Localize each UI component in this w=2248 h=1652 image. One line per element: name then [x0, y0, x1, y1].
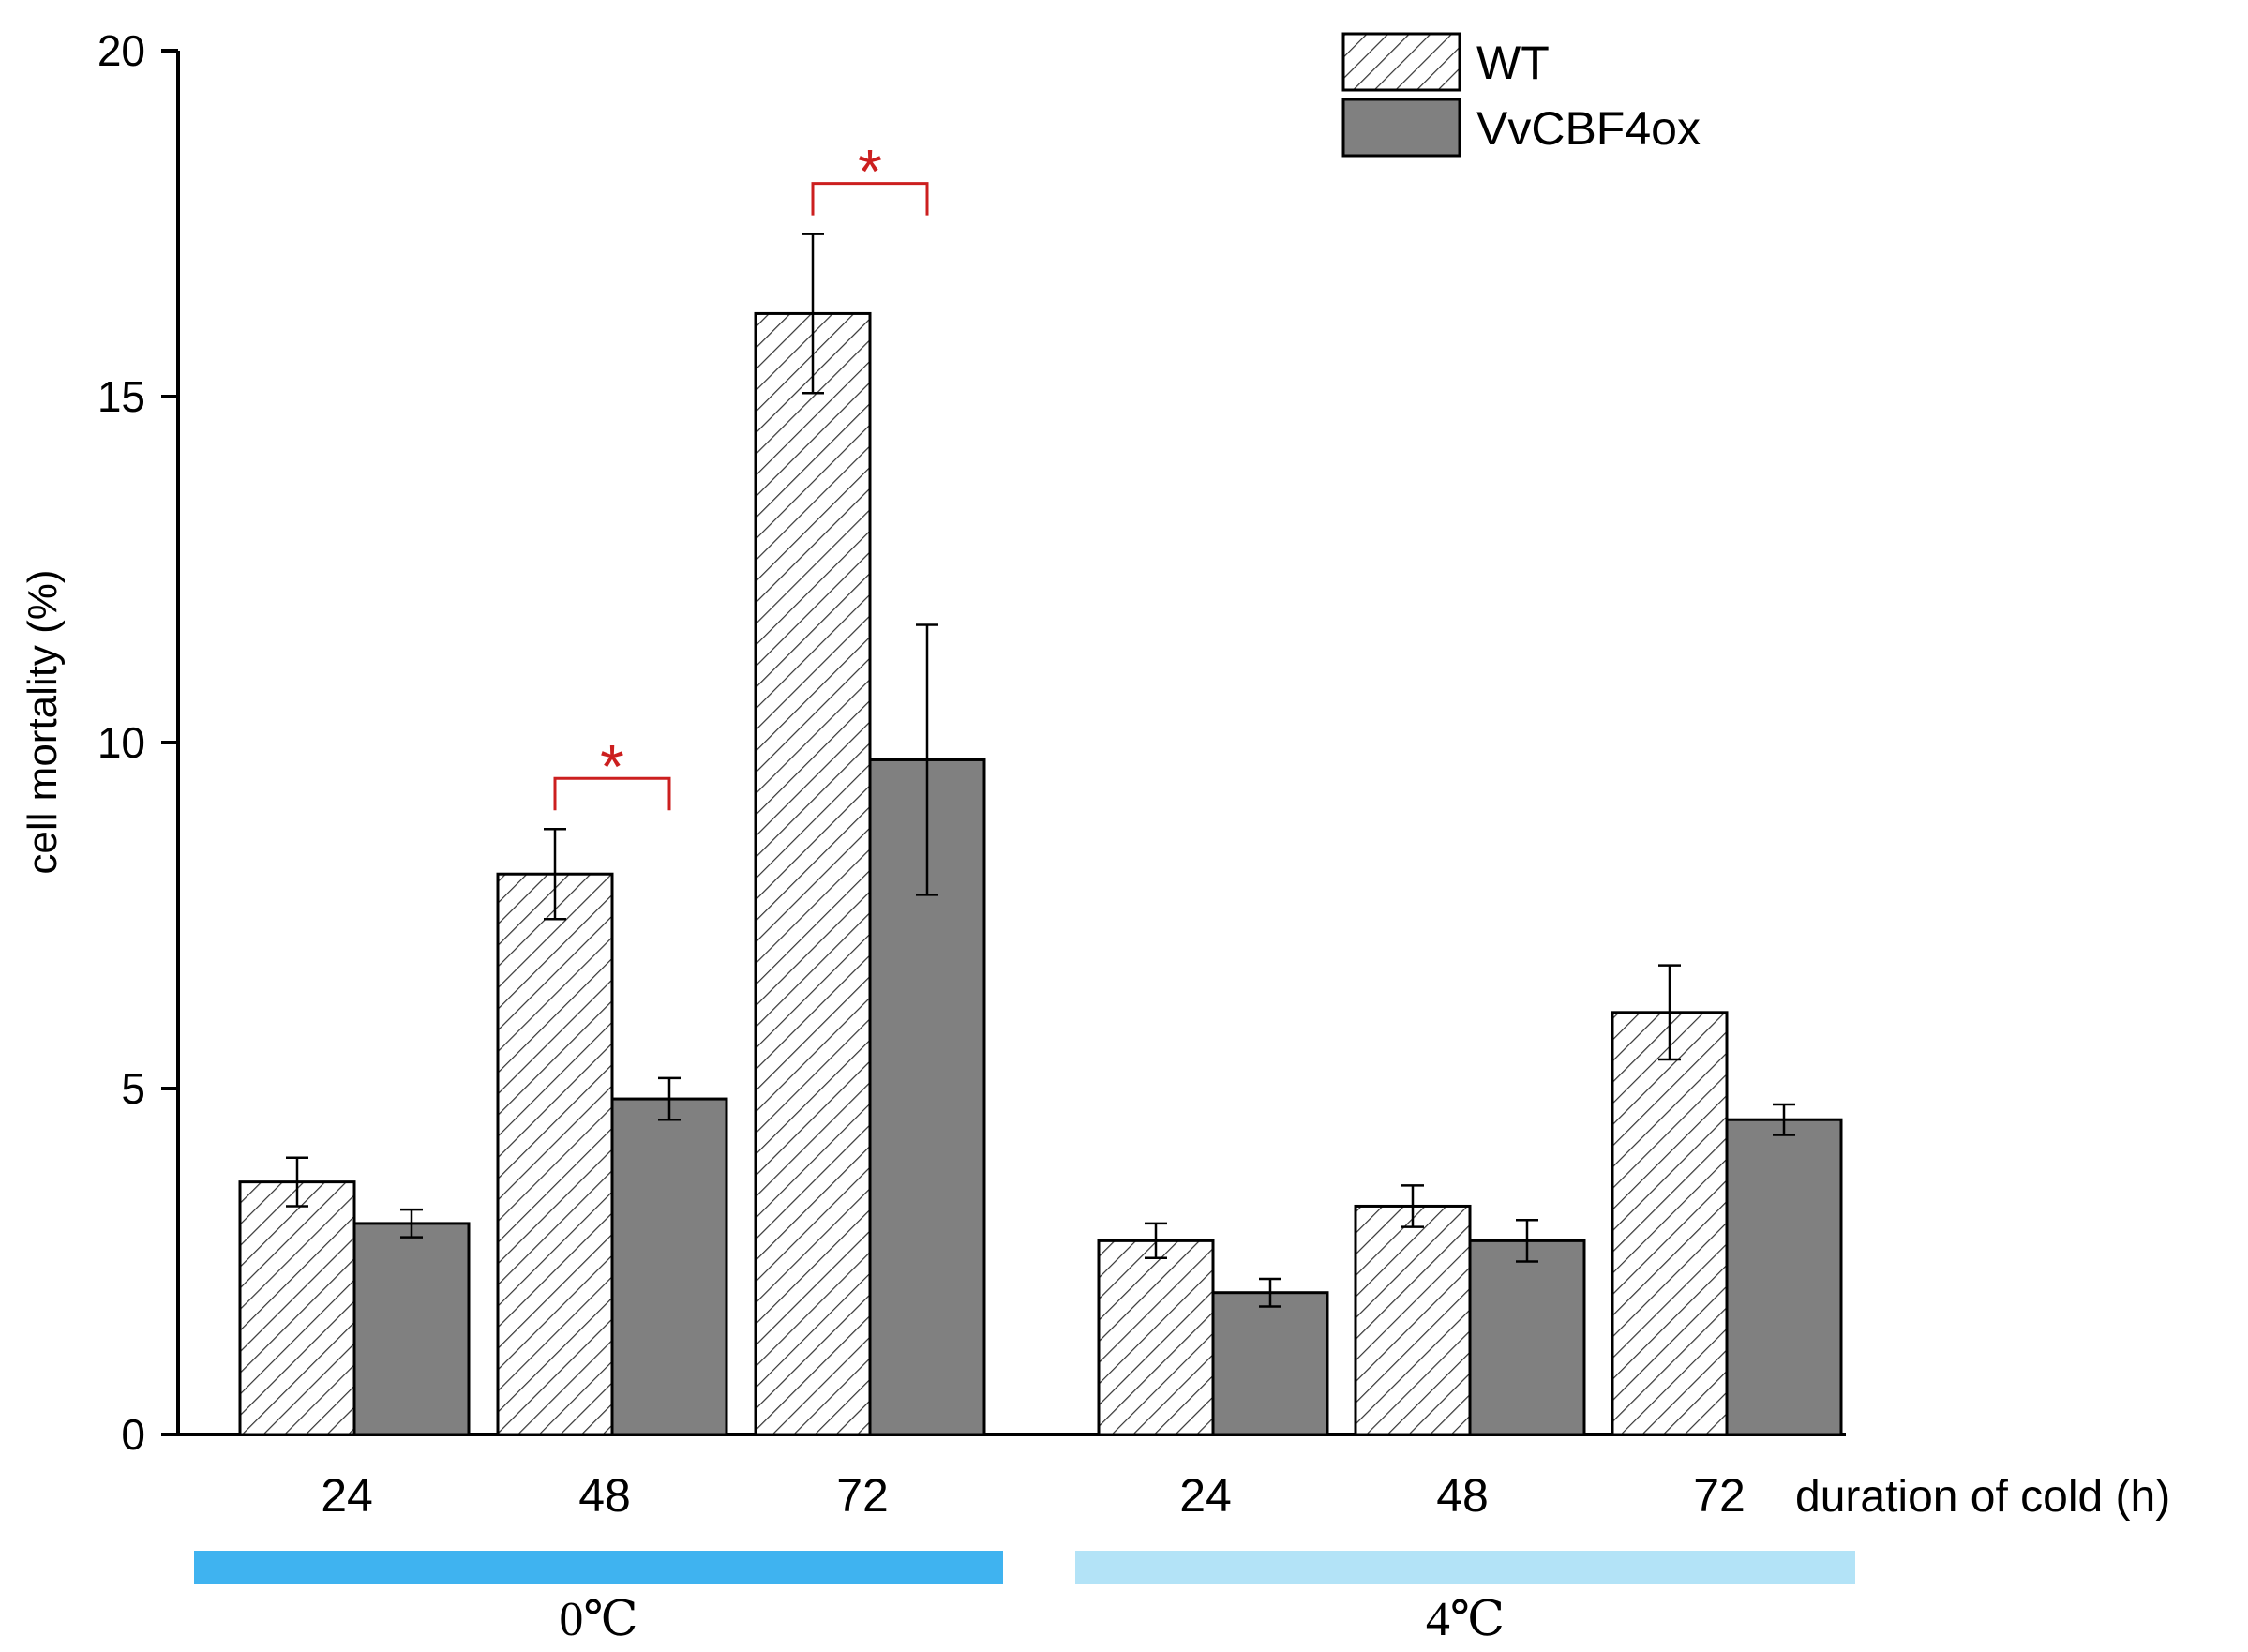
error-bar [544, 828, 566, 921]
condition-label-0: 0℃ [559, 1593, 637, 1646]
bar-vvcbf4ox-1 [610, 1097, 728, 1436]
x-axis-label: duration of cold (h) [1795, 1472, 2170, 1522]
condition-bars: 0℃ 4℃ [194, 1551, 1855, 1646]
y-axis-label: cell mortality (%) [20, 569, 66, 874]
x-tick-label: 24 [321, 1469, 373, 1522]
y-tick-label: 5 [121, 1064, 145, 1113]
condition-bar-0 [194, 1551, 1003, 1584]
error-bar [1401, 1184, 1424, 1228]
error-bar [1259, 1277, 1281, 1308]
legend-label-wt: WT [1476, 37, 1550, 89]
x-tick-label: 48 [578, 1469, 631, 1522]
error-bar [400, 1208, 423, 1239]
bar-wt-2 [754, 311, 872, 1436]
error-bar [286, 1156, 308, 1208]
bar-wt-0 [238, 1180, 356, 1436]
error-bar [1773, 1103, 1795, 1136]
error-bar [1516, 1218, 1538, 1263]
significance-bracket: * [553, 731, 671, 811]
bar-vvcbf4ox-3 [1211, 1291, 1329, 1436]
bars-layer [238, 311, 1843, 1436]
legend-label-vvcbf4ox: VvCBF4ox [1476, 102, 1701, 155]
condition-label-1: 4℃ [1426, 1593, 1505, 1646]
significance-layer: ** [553, 137, 929, 811]
x-tick-labels: 24 48 72 24 48 72 [321, 1469, 1746, 1522]
x-tick-label: 72 [836, 1469, 889, 1522]
x-tick-label: 24 [1179, 1469, 1232, 1522]
y-ticks: 0 5 10 15 20 [97, 26, 178, 1459]
significance-bracket: * [811, 137, 929, 216]
bar-vvcbf4ox-4 [1468, 1239, 1586, 1436]
x-tick-label: 72 [1693, 1469, 1746, 1522]
y-tick-label: 0 [121, 1410, 145, 1459]
bar-vvcbf4ox-5 [1725, 1118, 1843, 1436]
y-tick-label: 15 [97, 372, 145, 421]
y-tick-label: 10 [97, 718, 145, 767]
error-bar [1145, 1222, 1167, 1260]
error-bars-layer [286, 233, 1795, 1308]
legend-swatch-wt [1341, 32, 1461, 92]
bar-vvcbf4ox-0 [352, 1222, 471, 1436]
legend: WT VvCBF4ox [1341, 32, 1701, 158]
condition-bar-1 [1075, 1551, 1855, 1584]
error-bar [802, 233, 824, 395]
error-bar [1658, 964, 1681, 1061]
legend-swatch-vvcbf4ox [1341, 98, 1461, 158]
error-bar [658, 1076, 681, 1121]
error-bar [916, 623, 938, 896]
x-tick-label: 48 [1436, 1469, 1489, 1522]
significance-star: * [858, 137, 882, 206]
significance-star: * [600, 731, 624, 801]
bar-wt-1 [496, 872, 614, 1436]
y-tick-label: 20 [97, 26, 145, 75]
bar-wt-5 [1611, 1011, 1729, 1436]
bar-wt-4 [1354, 1204, 1472, 1436]
bar-wt-3 [1097, 1239, 1215, 1436]
